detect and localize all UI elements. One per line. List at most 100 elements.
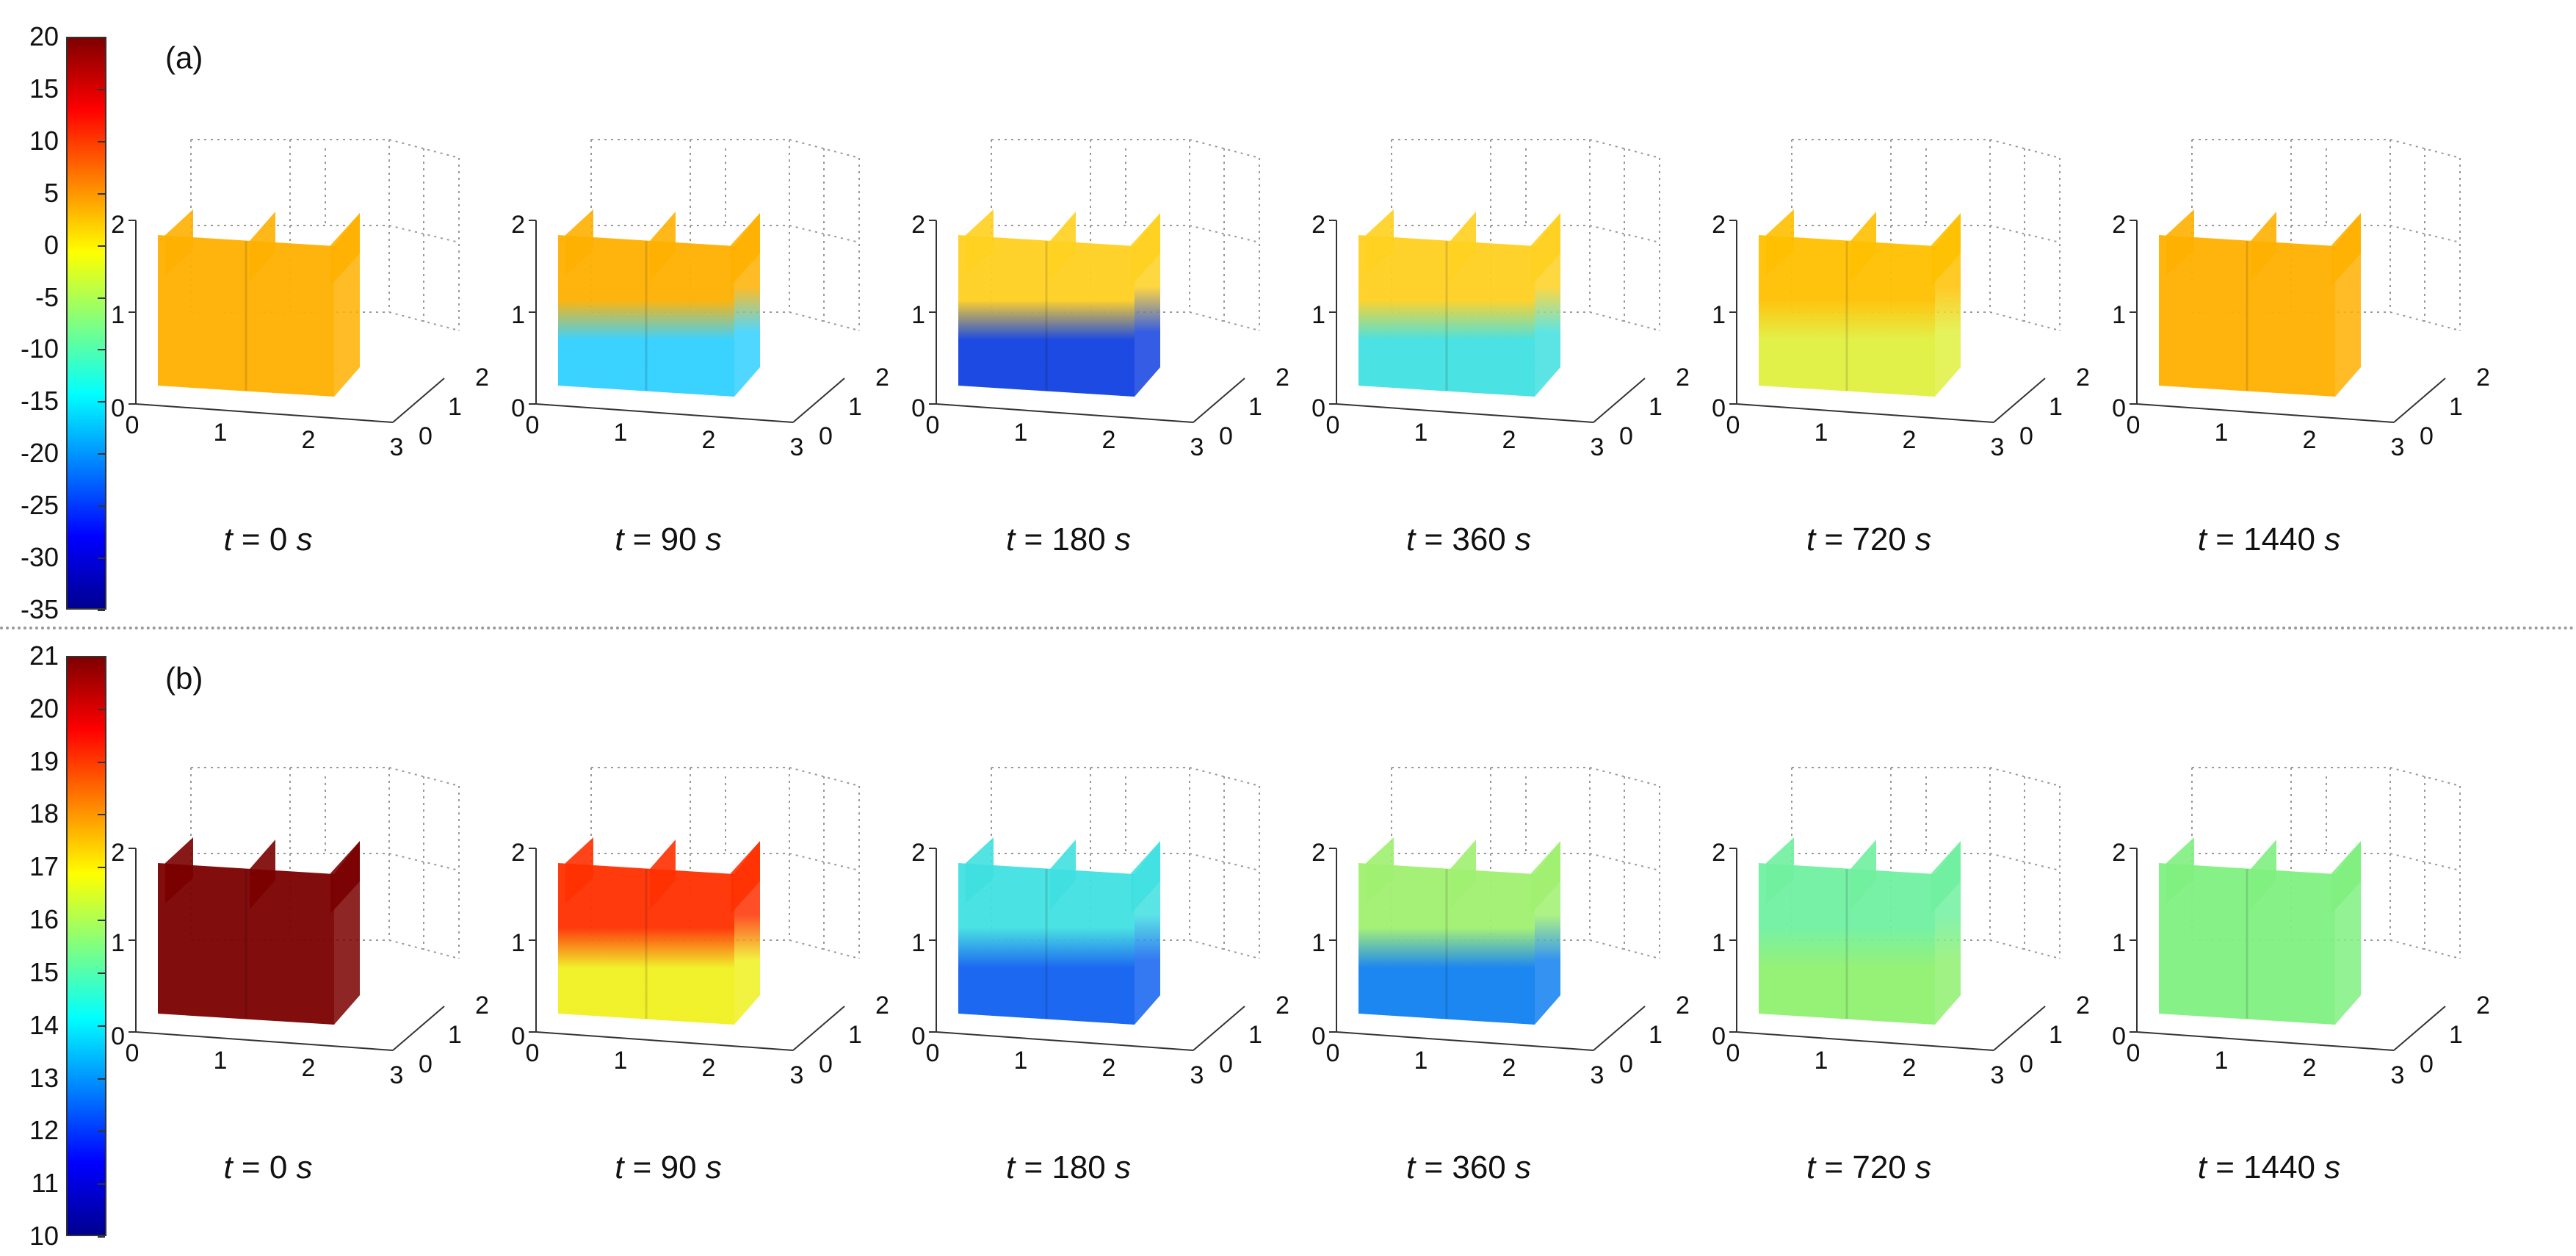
x-tick-label: 0 xyxy=(2127,1039,2141,1067)
grid-line xyxy=(2389,853,2461,871)
cube-front-face xyxy=(1759,235,1935,397)
time-variable: t xyxy=(223,1149,233,1185)
cube-fin xyxy=(731,841,760,914)
z-tick-label: 1 xyxy=(911,929,925,957)
y-tick-label: 1 xyxy=(448,1021,462,1049)
time-variable: t xyxy=(615,1149,624,1185)
cube-fin xyxy=(2331,213,2361,286)
time-value: = 0 xyxy=(232,1149,297,1185)
cube-fin xyxy=(1850,212,1876,281)
cube-fin xyxy=(330,841,360,914)
z-tick-label: 2 xyxy=(111,211,125,239)
axis-line xyxy=(1336,403,1594,423)
z-tick-label: 2 xyxy=(911,211,925,239)
grid-line xyxy=(388,767,460,787)
z-tick-label: 2 xyxy=(911,839,925,867)
y-tick-label: 0 xyxy=(1619,422,1633,450)
x-tick-label: 3 xyxy=(390,433,404,461)
grid-line xyxy=(789,139,860,159)
colorbar-tick-label: -20 xyxy=(20,438,59,469)
colorbar-tick-label: 10 xyxy=(29,1221,59,1251)
time-value: = 360 xyxy=(1415,1149,1515,1185)
cube-fin xyxy=(1366,837,1394,903)
axis-line xyxy=(1593,1006,1646,1051)
grid-line xyxy=(388,939,460,959)
cube-fin xyxy=(1531,213,1560,286)
grid-line xyxy=(1589,139,1660,159)
x-tick-label: 0 xyxy=(926,1039,940,1067)
x-tick-label: 0 xyxy=(926,411,940,439)
y-tick-label: 1 xyxy=(2449,393,2463,421)
z-tick-label: 2 xyxy=(2112,839,2126,867)
z-tick-label: 0 xyxy=(111,1022,125,1050)
colorbar-tick-label: 5 xyxy=(43,177,59,208)
y-tick-label: 2 xyxy=(875,364,889,391)
x-tick-label: 3 xyxy=(1991,433,2005,461)
axis-line xyxy=(1993,1006,2046,1051)
time-variable: t xyxy=(1405,1149,1416,1185)
axis-line xyxy=(535,403,794,423)
cube-fin xyxy=(565,837,593,903)
x-tick-label: 3 xyxy=(2391,1061,2405,1089)
x-tick-label: 0 xyxy=(526,411,540,439)
axis-line xyxy=(392,1006,445,1051)
colorbar-tick-mark xyxy=(98,1025,105,1027)
z-tick-label: 0 xyxy=(1712,394,1726,422)
cube-fin xyxy=(1131,213,1160,286)
y-tick-label: 2 xyxy=(875,992,889,1019)
colorbar-tick-mark xyxy=(98,920,105,922)
time-value: = 1440 xyxy=(2206,1149,2325,1185)
time-unit: s xyxy=(1915,521,1931,557)
time-label: t = 360 s xyxy=(1322,1149,1616,1186)
x-tick-label: 2 xyxy=(1102,1054,1116,1082)
z-tick-label: 1 xyxy=(511,929,525,957)
grid-line xyxy=(1589,853,1660,871)
y-tick-label: 1 xyxy=(848,393,862,421)
cube-fin xyxy=(1850,840,1876,909)
x-tick-label: 1 xyxy=(214,1047,228,1075)
colorbar-tick-mark xyxy=(98,1183,105,1185)
cube-fin xyxy=(1766,837,1794,903)
y-tick-label: 2 xyxy=(2476,992,2490,1019)
colorbar-tick-mark xyxy=(98,192,105,195)
grid-line xyxy=(388,139,460,159)
grid-line xyxy=(1989,139,2061,159)
x-tick-label: 2 xyxy=(1502,426,1516,454)
time-variable: t xyxy=(223,521,233,557)
axis-line xyxy=(936,403,1194,423)
colorbar-tick-label: -35 xyxy=(20,594,59,624)
cube-fin xyxy=(565,209,593,275)
axis-line xyxy=(2393,378,2446,423)
axis-line xyxy=(2136,403,2395,423)
x-tick-label: 3 xyxy=(1991,1061,2005,1089)
colorbar-tick-label: 14 xyxy=(29,1009,59,1040)
x-tick-label: 1 xyxy=(1014,419,1028,447)
grid-line xyxy=(1989,853,2061,871)
cube-fin xyxy=(1450,840,1476,909)
colorbar-tick-label: 18 xyxy=(29,798,59,829)
y-tick-label: 0 xyxy=(819,422,833,450)
cube-front-face xyxy=(558,235,734,397)
cube-fin xyxy=(1050,840,1076,909)
axis-line xyxy=(1736,403,1994,423)
grid-line xyxy=(388,225,460,243)
y-tick-label: 1 xyxy=(1649,393,1663,421)
colorbar-tick-label: 16 xyxy=(29,904,59,935)
cube-fin xyxy=(2251,212,2276,281)
time-label: t = 0 s xyxy=(121,521,415,558)
grid-line xyxy=(2389,139,2461,159)
x-tick-label: 2 xyxy=(702,426,716,454)
x-tick-label: 3 xyxy=(790,433,804,461)
y-tick-label: 2 xyxy=(475,992,489,1019)
cube-fin xyxy=(650,212,676,281)
time-value: = 90 xyxy=(623,1149,706,1185)
x-tick-label: 1 xyxy=(1014,1047,1028,1075)
colorbar-tick-label: 0 xyxy=(43,229,59,260)
time-variable: t xyxy=(1806,1149,1816,1185)
